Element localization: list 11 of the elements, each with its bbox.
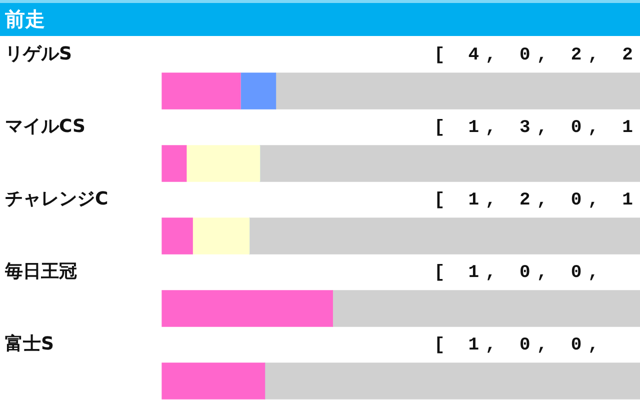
y-tick-label: リゲルS <box>5 44 72 65</box>
annotation: [ 1, 0, 0, <box>434 336 606 356</box>
y-tick-label: 富士S <box>5 334 54 355</box>
annotation: [ 4, 0, 2, 2 <box>434 46 640 66</box>
y-tick-label: マイルCS <box>5 116 86 138</box>
annotation: [ 1, 0, 0, <box>434 263 606 284</box>
annotation: [ 1, 2, 0, 1 <box>434 190 640 211</box>
chart-title: 前走 <box>0 0 640 36</box>
annotation: [ 1, 3, 0, 1 <box>434 118 640 138</box>
y-tick-label: 毎日王冠 <box>4 261 77 282</box>
y-tick-label: チャレンジC <box>5 188 108 210</box>
